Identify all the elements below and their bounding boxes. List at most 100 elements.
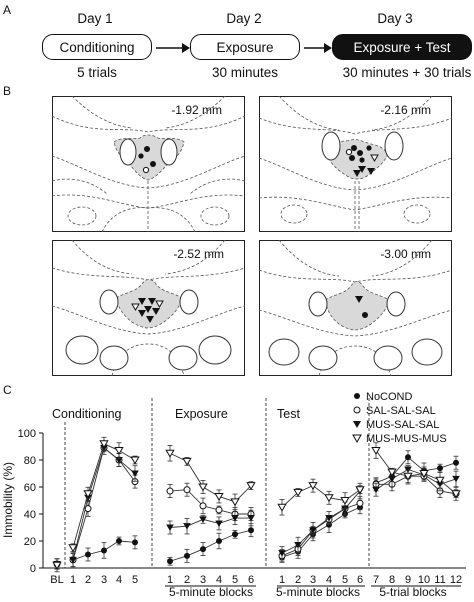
point-mus-mus-mus: [340, 497, 350, 505]
x-tick-label: 5: [232, 574, 238, 586]
x-tick-label: 3: [200, 574, 206, 586]
point-mus-mus-mus: [435, 476, 445, 485]
test-detail: 30 minutes + 30 trials: [342, 65, 472, 80]
immobility-chart: Immobility (%) Conditioning Exposure Tes…: [1, 391, 466, 599]
point-mus-mus-mus: [277, 503, 287, 512]
brain-section-2: -2.16 mm: [259, 96, 452, 232]
point-mus-mus-mus: [83, 490, 93, 499]
legend-marker-sal: [353, 406, 361, 414]
point-nocond: [437, 465, 443, 472]
y-tick-label: 0: [30, 563, 36, 575]
point-mus-mus-mus: [230, 498, 240, 507]
series-line: [169, 529, 252, 562]
exposure-test-step-box: Exposure + Test: [332, 34, 472, 60]
conditioning-step-box: Conditioning: [42, 34, 152, 60]
point-mus-sal-sal: [215, 520, 223, 527]
point-mus-mus-mus: [419, 470, 429, 478]
point-nocond: [132, 539, 138, 546]
legend-label-sal: SAL-SAL-SAL: [366, 405, 436, 417]
x-tick-label: 6: [248, 574, 254, 586]
section-1-label: -1.92 mm: [171, 103, 222, 117]
point-mus-sal-sal: [69, 556, 77, 564]
legend-marker-mus-mus: [352, 434, 362, 444]
x-tick-label: 5: [342, 574, 348, 586]
series-line: [375, 468, 457, 491]
panel-c-letter: C: [3, 383, 12, 397]
point-nocond: [453, 459, 459, 466]
point-mus-sal-sal: [131, 470, 139, 477]
brain-section-3: -2.52 mm: [52, 240, 245, 376]
point-nocond: [184, 552, 190, 559]
point-mus-sal-sal: [341, 505, 349, 513]
x-tick-label: 9: [405, 574, 411, 586]
x-tick-label: 2: [184, 574, 190, 586]
point-nocond: [232, 531, 238, 538]
day-3-label: Day 3: [377, 11, 413, 26]
point-mus-sal-sal: [309, 527, 317, 534]
point-nocond: [167, 558, 173, 565]
point-mus-mus-mus: [130, 456, 140, 465]
point-sal-sal-sal: [356, 499, 364, 507]
series-line: [376, 475, 457, 495]
y-tick-label: 80: [24, 455, 36, 467]
panel-a-letter: A: [3, 3, 12, 17]
point-mus-sal-sal: [278, 550, 286, 557]
point-mus-mus-mus: [293, 488, 303, 497]
x-tick-label: 10: [418, 574, 430, 586]
point-mus-sal-sal: [388, 475, 396, 483]
point-nocond: [116, 538, 122, 544]
x-tick-label: 12: [450, 574, 462, 586]
point-nocond: [200, 546, 206, 553]
point-mus-sal-sal: [452, 475, 460, 483]
conditioning-detail: 5 trials: [77, 65, 117, 80]
x-tick-label: 2: [85, 574, 91, 586]
series-line: [281, 485, 361, 508]
point-mus-sal-sal: [199, 516, 207, 523]
point-mus-mus-mus: [403, 472, 413, 481]
point-mus-sal-sal: [166, 524, 174, 531]
y-tick-label: 100: [18, 428, 36, 440]
point-mus-mus-mus: [182, 457, 192, 466]
point-mus-mus-mus: [387, 468, 397, 477]
x-tick-label: 7: [373, 574, 379, 586]
point-mus-mus-mus: [198, 483, 208, 492]
y-tick-label: 20: [24, 536, 36, 548]
series-line: [281, 506, 361, 558]
panel-b-letter: B: [3, 84, 12, 98]
arrow-right-icon: [304, 43, 332, 53]
x-tick-label: 5: [132, 574, 138, 586]
section-4-label: -3.00 mm: [380, 247, 431, 261]
point-nocond: [405, 454, 411, 461]
point-nocond: [216, 538, 222, 544]
x-tick-label: 4: [216, 574, 222, 586]
arrow-right-icon: [156, 43, 190, 53]
exposure-detail: 30 minutes: [211, 65, 279, 80]
point-mus-mus-mus: [114, 447, 124, 456]
series-line: [375, 450, 457, 495]
point-mus-sal-sal: [294, 542, 302, 549]
xlabel-test: 5-minute blocks: [276, 585, 360, 599]
point-mus-mus-mus: [246, 482, 256, 491]
x-tick-label: 8: [389, 574, 395, 586]
point-sal-sal-sal: [183, 486, 191, 494]
point-mus-mus-mus: [99, 440, 109, 449]
x-tick-label: 1: [70, 574, 76, 586]
point-mus-mus-mus: [52, 561, 62, 570]
day-1-label: Day 1: [77, 11, 113, 26]
series-line: [72, 443, 136, 548]
section-title-test: Test: [277, 407, 300, 421]
series-line: [281, 490, 361, 554]
day-2-label: Day 2: [226, 11, 262, 26]
legend: NoCOND SAL-SAL-SAL MUS-SAL-SAL MUS-MUS-M…: [352, 391, 447, 445]
x-tick-label: 3: [310, 574, 316, 586]
series-line: [169, 517, 251, 528]
point-mus-mus-mus: [355, 486, 365, 495]
point-mus-mus-mus: [68, 544, 78, 553]
point-mus-sal-sal: [325, 515, 333, 522]
x-tick-label: 11: [434, 574, 445, 586]
x-tick-label: 2: [295, 574, 301, 586]
point-mus-mus-mus: [324, 494, 334, 503]
y-tick-label: 40: [24, 509, 36, 521]
series-line: [169, 489, 251, 515]
x-tick-label: 4: [116, 574, 122, 586]
